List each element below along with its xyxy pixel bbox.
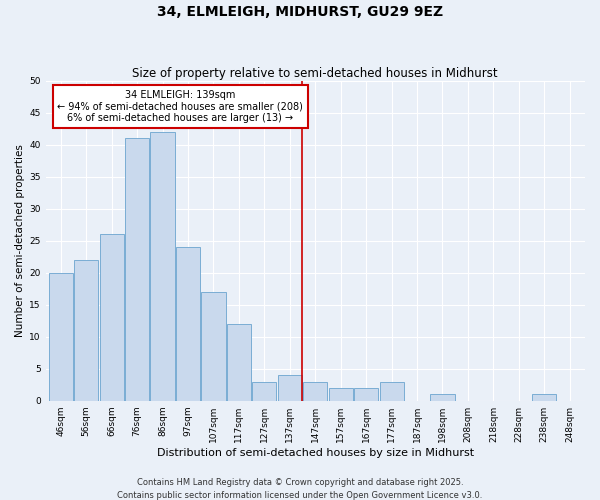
Bar (430, 394, 455, 400)
Bar (176, 247, 200, 400)
Bar (227, 324, 251, 400)
Bar (74, 260, 98, 400)
Title: Size of property relative to semi-detached houses in Midhurst: Size of property relative to semi-detach… (133, 66, 498, 80)
Bar (278, 375, 302, 400)
Text: Contains HM Land Registry data © Crown copyright and database right 2025.
Contai: Contains HM Land Registry data © Crown c… (118, 478, 482, 500)
Bar (151, 132, 175, 400)
Bar (303, 382, 328, 400)
Bar (329, 388, 353, 400)
Text: 34 ELMLEIGH: 139sqm
← 94% of semi-detached houses are smaller (208)
6% of semi-d: 34 ELMLEIGH: 139sqm ← 94% of semi-detach… (58, 90, 304, 124)
Bar (202, 292, 226, 401)
Bar (100, 234, 124, 400)
Text: 34, ELMLEIGH, MIDHURST, GU29 9EZ: 34, ELMLEIGH, MIDHURST, GU29 9EZ (157, 5, 443, 19)
Bar (380, 382, 404, 400)
X-axis label: Distribution of semi-detached houses by size in Midhurst: Distribution of semi-detached houses by … (157, 448, 474, 458)
Bar (354, 388, 378, 400)
Bar (532, 394, 556, 400)
Bar (252, 382, 277, 400)
Y-axis label: Number of semi-detached properties: Number of semi-detached properties (15, 144, 25, 337)
Bar (49, 272, 73, 400)
Bar (125, 138, 149, 400)
